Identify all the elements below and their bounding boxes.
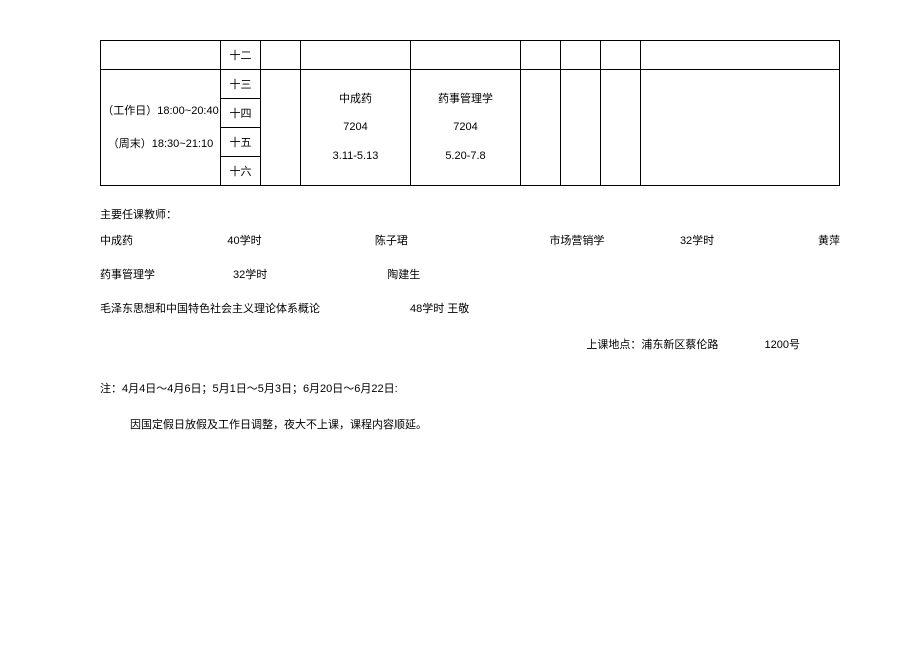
cell-empty xyxy=(521,70,561,186)
teacher-row-2: 药事管理学 32学时 陶建生 xyxy=(100,266,840,282)
cell-empty xyxy=(101,41,221,70)
note-line-2: 因国定假日放假及工作日调整，夜大不上课，课程内容顺延。 xyxy=(130,416,840,432)
time-weekday: （工作日）18:00~20:40 xyxy=(101,99,220,123)
schedule-table: 十二 （工作日）18:00~20:40 （周末）18:30~21:10 十三 中… xyxy=(100,40,840,186)
cell-empty xyxy=(561,41,601,70)
period-cell: 十六 xyxy=(221,157,261,186)
course-name: 中成药 xyxy=(100,232,133,248)
cell-empty xyxy=(641,70,840,186)
course1-room: 7204 xyxy=(301,113,410,142)
course-name: 市场营销学 xyxy=(549,232,604,248)
time-cell: （工作日）18:00~20:40 （周末）18:30~21:10 xyxy=(101,70,221,186)
course-hours: 32学时 xyxy=(680,232,714,248)
course1-dates: 3.11-5.13 xyxy=(301,142,410,171)
table-row: （工作日）18:00~20:40 （周末）18:30~21:10 十三 中成药 … xyxy=(101,70,840,99)
course1-name: 中成药 xyxy=(301,85,410,114)
location-label: 上课地点：浦东新区蔡伦路 xyxy=(586,336,718,352)
course2-cell: 药事管理学 7204 5.20-7.8 xyxy=(411,70,521,186)
course1-cell: 中成药 7204 3.11-5.13 xyxy=(301,70,411,186)
cell-empty xyxy=(261,70,301,186)
course2-dates: 5.20-7.8 xyxy=(411,142,520,171)
course-hours: 32学时 xyxy=(233,266,267,282)
teacher-name: 陶建生 xyxy=(387,266,420,282)
time-weekend: （周末）18:30~21:10 xyxy=(101,132,220,156)
cell-empty xyxy=(261,41,301,70)
period-cell: 十三 xyxy=(221,70,261,99)
location-number: 1200号 xyxy=(765,336,800,352)
teachers-label: 主要任课教师： xyxy=(100,206,840,222)
cell-empty xyxy=(561,70,601,186)
course2-room: 7204 xyxy=(411,113,520,142)
teacher-row-1: 中成药 40学时 陈子珺 市场营销学 32学时 黄萍 xyxy=(100,232,840,248)
course-name: 毛泽东思想和中国特色社会主义理论体系概论 xyxy=(100,300,320,316)
location-line: 上课地点：浦东新区蔡伦路 1200号 xyxy=(100,336,800,352)
period-cell: 十五 xyxy=(221,128,261,157)
teacher-name: 黄萍 xyxy=(818,232,840,248)
cell-empty xyxy=(521,41,561,70)
note-line-1: 注：4月4日～4月6日；5月1日～5月3日；6月20日～6月22日: xyxy=(100,380,840,396)
cell-empty xyxy=(641,41,840,70)
cell-empty xyxy=(601,70,641,186)
teacher-row-3: 毛泽东思想和中国特色社会主义理论体系概论 48学时 王敬 xyxy=(100,300,840,316)
hours-teacher: 48学时 王敬 xyxy=(410,300,469,316)
period-cell: 十二 xyxy=(221,41,261,70)
table-row: 十二 xyxy=(101,41,840,70)
cell-empty xyxy=(601,41,641,70)
cell-empty xyxy=(301,41,411,70)
cell-empty xyxy=(411,41,521,70)
course-hours: 40学时 xyxy=(227,232,261,248)
teacher-name: 陈子珺 xyxy=(375,232,408,248)
course2-name: 药事管理学 xyxy=(411,85,520,114)
period-cell: 十四 xyxy=(221,99,261,128)
course-name: 药事管理学 xyxy=(100,266,155,282)
